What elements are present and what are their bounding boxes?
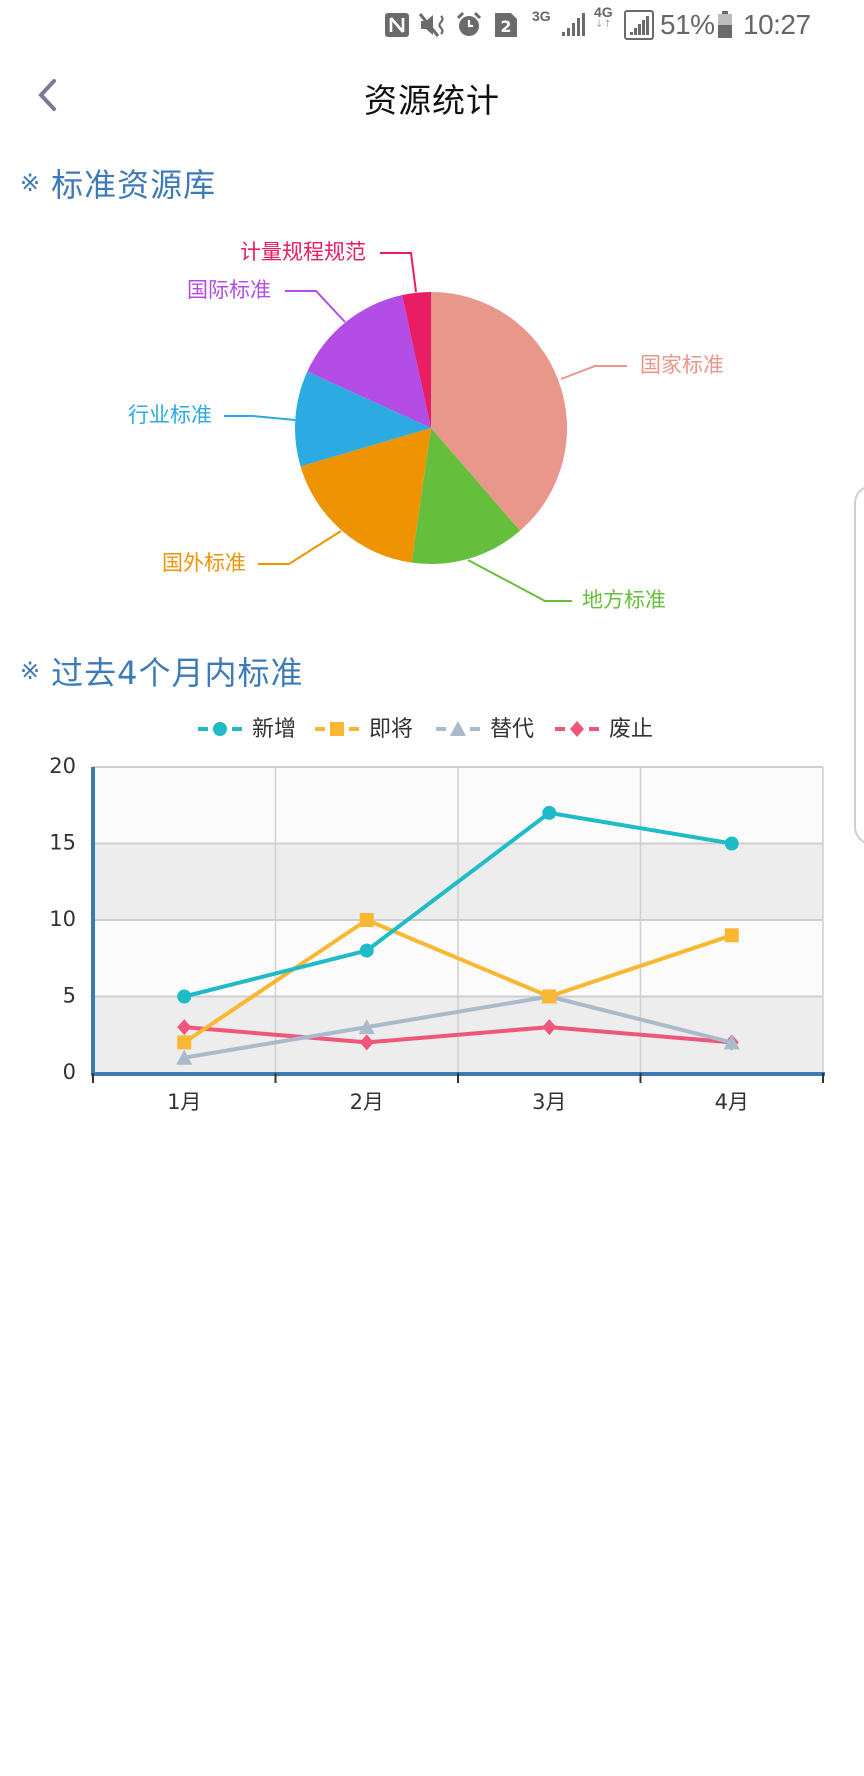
y-tick-label: 5: [63, 984, 76, 1008]
legend-label: 废止: [609, 717, 653, 742]
pie-slice[interactable]: 国外标准: [162, 428, 431, 575]
y-tick-label: 20: [49, 754, 76, 778]
legend-item[interactable]: 废止: [555, 717, 653, 742]
section-title-text: 标准资源库: [51, 166, 217, 204]
legend-item[interactable]: 替代: [436, 717, 534, 742]
y-tick-label: 15: [49, 831, 76, 855]
pie-slice[interactable]: 行业标准: [128, 371, 431, 467]
section-title-resource-library: ※ 标准资源库: [20, 160, 216, 206]
x-tick-label: 3月: [532, 1090, 566, 1114]
app-header: 资源统计: [0, 50, 864, 140]
pie-label: 地方标准: [582, 588, 666, 612]
line-series[interactable]: [177, 805, 739, 1004]
pie-slice[interactable]: 计量规程规范: [240, 240, 431, 428]
signal-4g-icon: [624, 8, 654, 42]
nfc-icon: [384, 8, 410, 42]
sim-2-icon: 2: [494, 8, 518, 42]
pie-leader-line: [224, 415, 296, 421]
alarm-icon: [455, 8, 483, 42]
legend-item[interactable]: 即将: [315, 717, 413, 742]
chevron-left-icon: [38, 79, 56, 111]
pie-label: 行业标准: [128, 403, 212, 427]
x-tick-label: 1月: [167, 1090, 201, 1114]
pie-leader-line: [560, 365, 627, 380]
line-chart-canvas[interactable]: 0 5 10 15 20 1月 2月 3月 4月 新增 即将 替代 废止: [0, 700, 864, 1120]
status-bar: 2 3G 4G ↓↑ 51% 10:27: [0, 0, 864, 50]
section-title-last-4-months: ※ 过去4个月内标准: [20, 648, 303, 694]
pie-leader-line: [285, 290, 346, 323]
pie-label: 计量规程规范: [240, 240, 366, 264]
svg-text:2: 2: [500, 17, 511, 36]
4g-label: 4G ↓↑: [594, 4, 613, 30]
line-series[interactable]: [177, 913, 739, 1050]
signal-3g-icon: [560, 8, 586, 42]
page-title: 资源统计: [364, 81, 500, 120]
y-tick-label: 0: [63, 1060, 76, 1084]
line-chart: 0 5 10 15 20 1月 2月 3月 4月 新增 即将 替代 废止: [0, 700, 864, 1120]
back-button[interactable]: [22, 68, 72, 122]
battery-percent: 51%: [660, 9, 715, 40]
pie-slice[interactable]: 地方标准: [411, 428, 666, 612]
pie-label: 国际标准: [187, 278, 271, 302]
vibrate-mute-icon: [418, 8, 448, 42]
pie-leader-line: [258, 530, 342, 565]
x-tick-label: 4月: [715, 1090, 749, 1114]
legend-label: 新增: [252, 717, 296, 742]
battery-icon: [717, 8, 733, 42]
pie-chart: 国家标准地方标准 国外标准 行业标准 国际标准 计量规程规范: [0, 220, 864, 620]
pie-label: 国家标准: [640, 353, 724, 377]
asterisk-mark-icon: ※: [20, 169, 42, 197]
pie-slice[interactable]: 国家标准: [431, 292, 724, 531]
y-tick-label: 10: [49, 907, 76, 931]
pie-slice[interactable]: 国际标准: [187, 278, 431, 428]
asterisk-mark-icon: ※: [20, 657, 42, 685]
line-series[interactable]: [177, 1019, 739, 1051]
legend-label: 即将: [369, 717, 413, 742]
pie-leader-line: [467, 559, 572, 602]
edge-panel-handle[interactable]: [854, 485, 864, 845]
x-tick-label: 2月: [350, 1090, 384, 1114]
legend-item[interactable]: 新增: [198, 717, 296, 742]
pie-leader-line: [380, 252, 417, 293]
clock: 10:27: [743, 9, 811, 40]
3g-label: 3G: [532, 8, 551, 24]
section-title-text: 过去4个月内标准: [51, 654, 304, 692]
legend-label: 替代: [490, 717, 534, 742]
pie-label: 国外标准: [162, 551, 246, 575]
